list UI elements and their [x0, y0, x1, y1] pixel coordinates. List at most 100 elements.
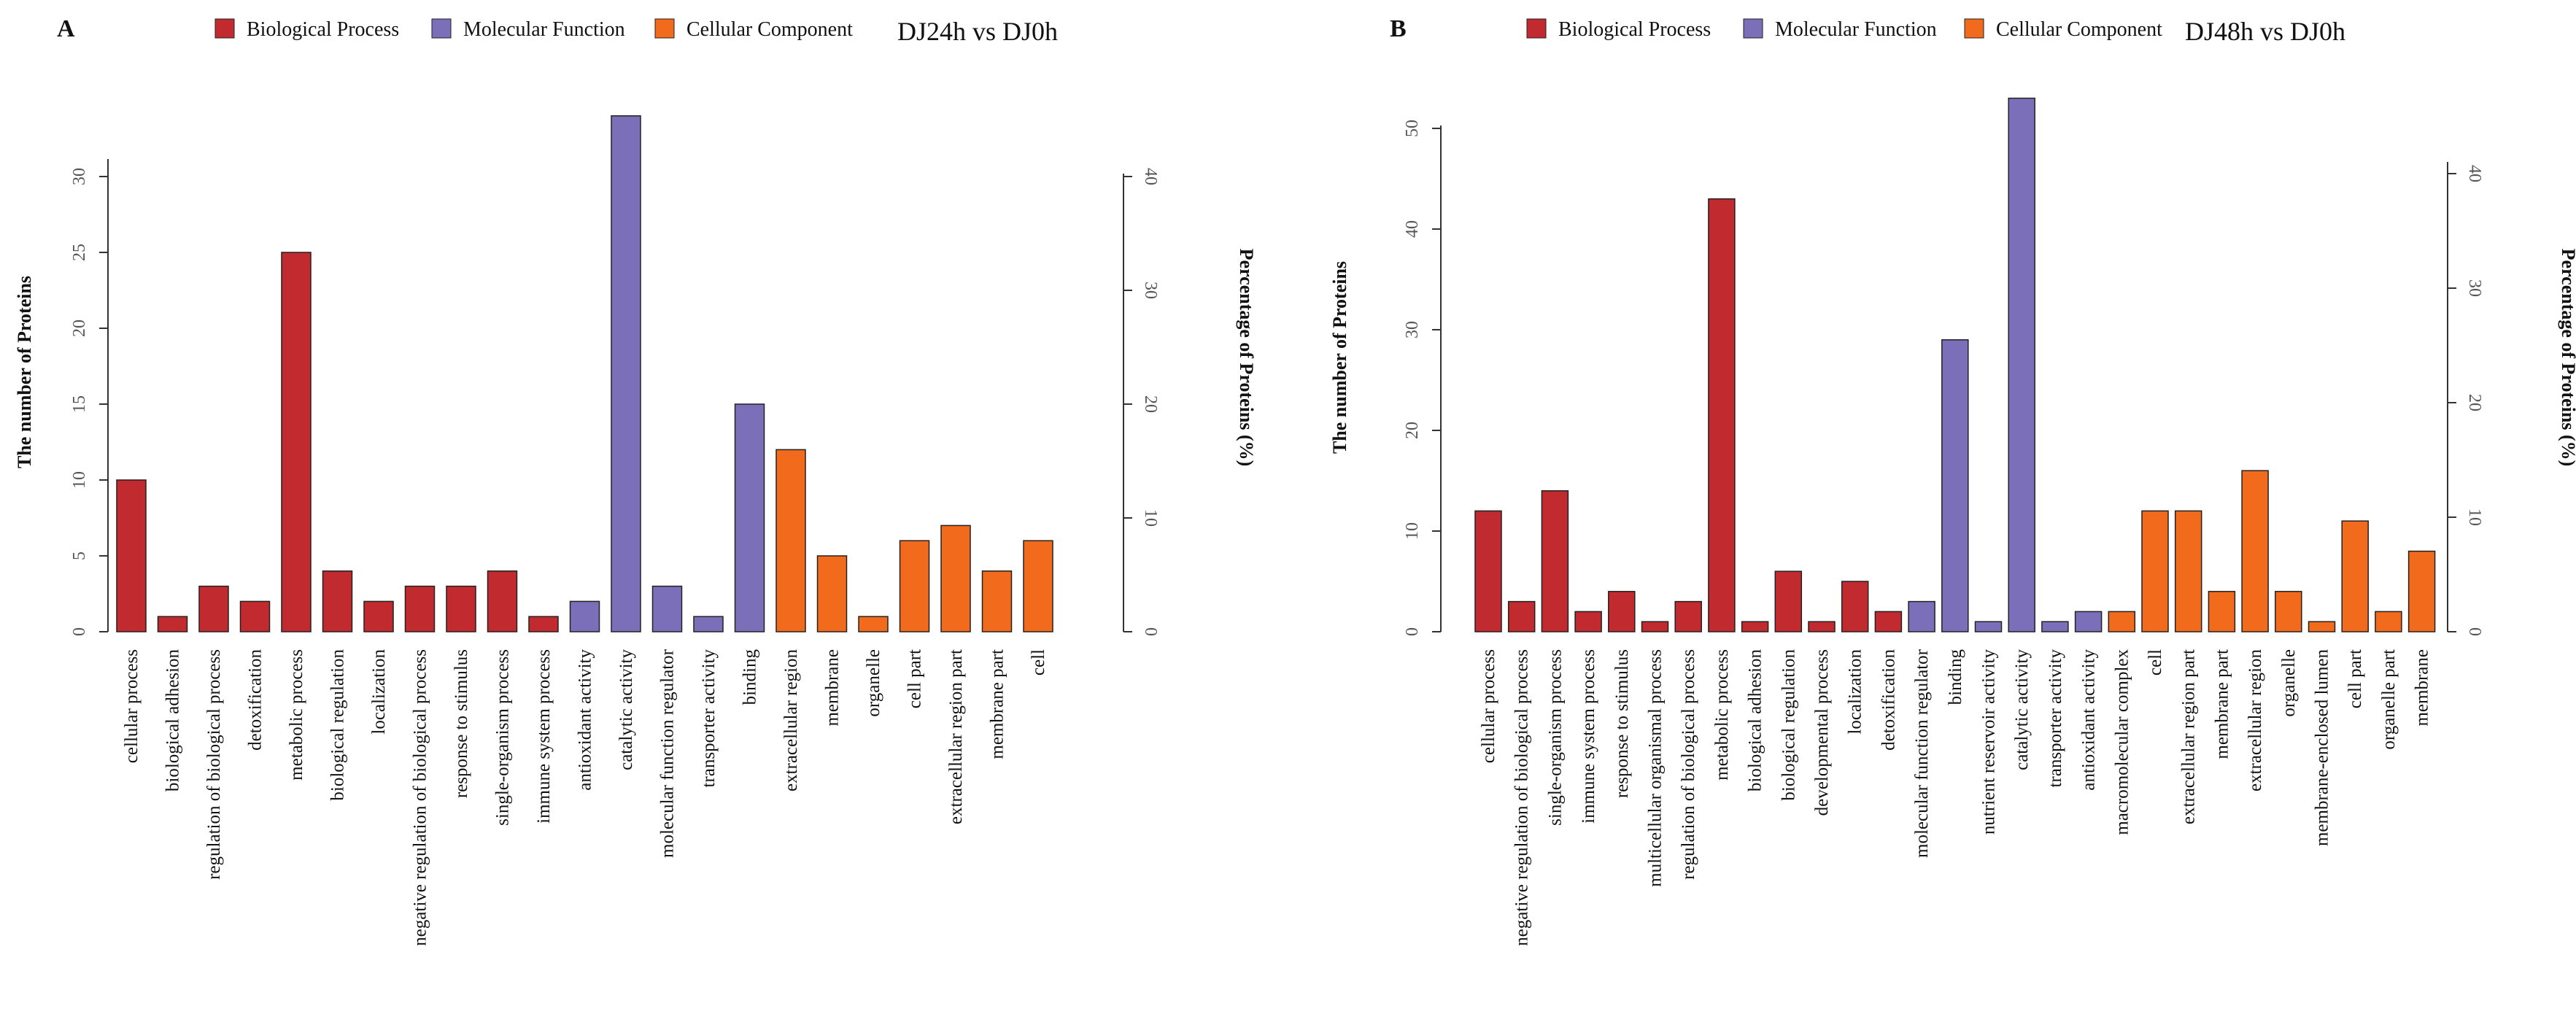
category-label: membrane: [2413, 649, 2432, 727]
panel-b-y2-axis-title: Percentage of Proteins (%): [2558, 249, 2576, 467]
y-tick-label: 10: [70, 471, 89, 489]
category-label: metabolic process: [1712, 649, 1732, 781]
panel-a-category-labels: cellular process biological adhesion regul…: [122, 649, 1048, 945]
category-label: response to stimulus: [452, 649, 471, 798]
panel-b-y-axis-title: The number of Proteins: [1329, 261, 1350, 454]
category-label: catalytic activity: [616, 649, 636, 770]
category-label: organelle part: [2379, 649, 2399, 750]
bar-negative-regulation-of-biological-process: [1507, 600, 1536, 632]
category-label: cell part: [905, 649, 925, 708]
y-tick-label: 30: [70, 168, 89, 185]
category-label: membrane part: [988, 649, 1007, 759]
category-label: extracellular region part: [946, 649, 966, 824]
bar-organelle-part: [2375, 611, 2402, 632]
y2-tick-label: 30: [2465, 279, 2484, 297]
y-tick-label: 15: [70, 395, 89, 413]
bar-catalytic-activity: [611, 115, 641, 632]
bar-biological-regulation: [1774, 570, 1803, 632]
y2-tick-label: 20: [1141, 395, 1160, 413]
legend-label-cellular-component: Cellular Component: [686, 18, 853, 41]
category-label: metabolic process: [287, 649, 306, 781]
bar-cellular-process: [116, 479, 147, 632]
y2-tick-label: 40: [2465, 165, 2484, 182]
category-label: localization: [1846, 649, 1865, 735]
bar-cell-part: [899, 540, 930, 632]
bar-negative-regulation-of-biological-process: [404, 585, 436, 632]
category-label: binding: [1946, 649, 1965, 705]
category-label: transporter activity: [699, 649, 719, 788]
legend-swatch-biological-process: [1526, 18, 1547, 39]
category-label: catalytic activity: [2012, 649, 2032, 770]
bar-membrane-part: [2208, 591, 2236, 632]
category-label: regulation of biological process: [204, 649, 224, 880]
y2-tick-label: 10: [1141, 509, 1160, 527]
legend-label-molecular-function: Molecular Function: [463, 18, 625, 41]
category-label: extracellular region: [2246, 649, 2265, 792]
bar-localization: [363, 600, 394, 632]
legend-label-biological-process: Biological Process: [247, 18, 399, 41]
category-label: localization: [369, 649, 389, 735]
panel-b-label: B: [1390, 15, 1407, 42]
bar-metabolic-process: [281, 252, 312, 632]
y-tick-label: 50: [1403, 120, 1422, 137]
legend-label-cellular-component: Cellular Component: [1996, 18, 2162, 41]
category-label: detoxification: [1879, 649, 1898, 751]
bar-single-organism-process: [487, 570, 518, 632]
panel-a-y2-ticks: 0 10 20 30 40: [1123, 168, 1160, 636]
category-label: immune system process: [534, 649, 554, 824]
bar-extracellular-region: [2241, 470, 2269, 632]
bar-extracellular-region-part: [2174, 510, 2202, 632]
panel-b-y2-ticks: 0 10 20 30 40: [2448, 165, 2484, 636]
bar-detoxification: [239, 600, 271, 632]
panel-b-chart: B Biological Process Molecular Function …: [1329, 15, 2576, 946]
category-label: nutrient reservoir activity: [1979, 649, 1999, 835]
category-label: multicellular organismal process: [1646, 649, 1666, 887]
category-label: biological regulation: [328, 649, 348, 801]
y-tick-label: 5: [70, 551, 89, 560]
category-label: molecular function regulator: [658, 649, 678, 858]
panel-b-y-ticks: 0 10 20 30 40 50: [1403, 120, 1441, 636]
bar-extracellular-region: [775, 449, 806, 632]
y-tick-label: 30: [1403, 321, 1422, 338]
category-label: molecular function regulator: [1912, 649, 1932, 858]
bar-developmental-process: [1808, 621, 1836, 632]
panel-b-title: DJ48h vs DJ0h: [2185, 17, 2345, 46]
legend-swatch-molecular-function: [1743, 18, 1763, 39]
legend-label-molecular-function: Molecular Function: [1775, 18, 1937, 41]
bar-membrane-enclosed-lumen: [2308, 621, 2336, 632]
panel-a-legend: Biological Process Molecular Function Ce…: [214, 18, 853, 41]
panel-a-chart: A Biological Process Molecular Function …: [14, 15, 1257, 946]
category-label: transporter activity: [2046, 649, 2065, 788]
panel-b-legend: Biological Process Molecular Function Ce…: [1526, 18, 2162, 41]
category-label: binding: [740, 649, 760, 705]
legend-swatch-cellular-component: [1964, 18, 1984, 39]
y-tick-label: 20: [70, 320, 89, 337]
bar-cell: [2141, 510, 2169, 632]
category-label: negative regulation of biological proces…: [411, 649, 430, 946]
category-label: extracellular region part: [2179, 649, 2199, 824]
panel-a-y2-axis-title: Percentage of Proteins (%): [1236, 249, 1257, 467]
bar-regulation-of-biological-process: [1674, 600, 1702, 632]
category-label: cell: [1029, 649, 1048, 675]
bar-response-to-stimulus: [1608, 591, 1636, 632]
legend-swatch-biological-process: [214, 18, 235, 39]
bar-molecular-function-regulator: [651, 585, 683, 632]
category-label: cellular process: [122, 649, 142, 763]
category-label: response to stimulus: [1612, 649, 1632, 798]
panel-b-category-labels: cellular process negative regulation of b…: [1479, 649, 2432, 945]
bar-metabolic-process: [1708, 198, 1736, 632]
category-label: single-organism process: [493, 649, 513, 826]
panel-a-y-ticks: 0 5 10 15 20 25 30: [70, 168, 108, 636]
category-label: biological adhesion: [163, 649, 183, 792]
y2-tick-label: 20: [2465, 394, 2484, 411]
bar-organelle: [2275, 591, 2302, 632]
panel-a-title: DJ24h vs DJ0h: [897, 17, 1058, 46]
y2-tick-label: 10: [2465, 508, 2484, 526]
category-label: biological adhesion: [1746, 649, 1765, 792]
bar-response-to-stimulus: [446, 585, 476, 632]
bar-detoxification: [1874, 611, 1903, 632]
panel-a-label: A: [57, 15, 75, 42]
bar-cellular-process: [1474, 510, 1502, 632]
bar-nutrient-reservoir-activity: [1974, 621, 2003, 632]
